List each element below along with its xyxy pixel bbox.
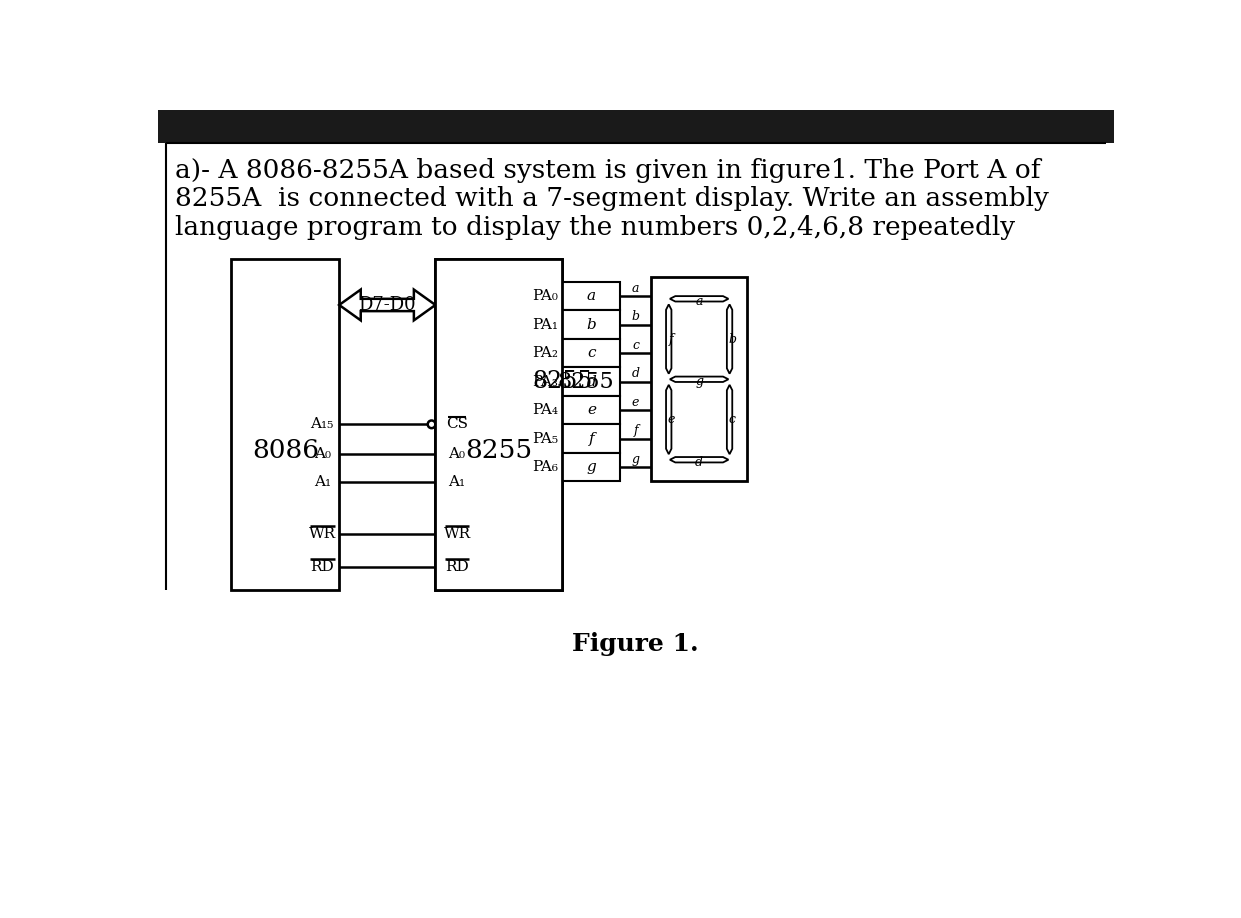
- Text: f: f: [633, 424, 638, 437]
- Text: b: b: [728, 332, 736, 345]
- Bar: [231, 259, 339, 590]
- Text: c: c: [728, 413, 736, 426]
- Text: f: f: [669, 332, 674, 345]
- Bar: [159, 110, 1113, 143]
- Text: A₁₅: A₁₅: [310, 418, 334, 431]
- Bar: [562, 310, 620, 339]
- Text: PA₃: PA₃: [532, 375, 558, 388]
- Text: Figure 1.: Figure 1.: [572, 632, 699, 655]
- Text: b: b: [632, 310, 639, 323]
- Bar: [562, 424, 620, 453]
- Text: PA₅: PA₅: [532, 431, 558, 445]
- Text: e: e: [632, 396, 639, 409]
- Text: WR: WR: [309, 527, 336, 541]
- Text: WR: WR: [443, 527, 470, 541]
- Text: 8255: 8255: [465, 438, 532, 464]
- Text: A₀: A₀: [314, 446, 331, 461]
- Text: PA₂: PA₂: [532, 346, 558, 360]
- Text: e: e: [668, 413, 675, 426]
- Bar: [562, 339, 620, 367]
- Bar: [436, 259, 562, 590]
- Text: g: g: [695, 375, 704, 388]
- Text: CS: CS: [446, 418, 468, 431]
- Text: c: c: [632, 339, 639, 352]
- Text: A₀: A₀: [448, 446, 465, 461]
- Text: 8255A  is connected with a 7-segment display. Write an assembly: 8255A is connected with a 7-segment disp…: [175, 186, 1049, 211]
- Bar: [562, 396, 620, 424]
- Text: A₁: A₁: [448, 476, 465, 489]
- Text: e: e: [587, 403, 596, 417]
- Text: RD: RD: [446, 560, 469, 574]
- Polygon shape: [670, 376, 728, 382]
- Bar: [562, 367, 620, 396]
- Bar: [652, 277, 747, 481]
- Text: PA₄: PA₄: [532, 403, 558, 417]
- Text: a: a: [632, 282, 639, 295]
- Text: a: a: [695, 295, 702, 308]
- Text: g: g: [587, 460, 596, 474]
- Text: PA₁: PA₁: [532, 318, 558, 331]
- Polygon shape: [339, 289, 436, 320]
- Text: D7-D0: D7-D0: [359, 296, 416, 314]
- Text: d: d: [587, 375, 596, 388]
- Bar: [562, 453, 620, 481]
- Text: f: f: [588, 431, 594, 445]
- Text: PA₀: PA₀: [532, 289, 558, 303]
- Text: 8086: 8086: [252, 438, 319, 464]
- Polygon shape: [666, 305, 671, 374]
- Text: A₁: A₁: [314, 476, 331, 489]
- Text: c: c: [587, 346, 596, 360]
- Polygon shape: [666, 385, 671, 454]
- Text: b: b: [587, 318, 596, 331]
- Polygon shape: [727, 385, 732, 454]
- Bar: [562, 282, 620, 310]
- Text: 8255: 8255: [557, 371, 614, 393]
- Text: a: a: [587, 289, 596, 303]
- Text: language program to display the numbers 0,2,4,6,8 repeatedly: language program to display the numbers …: [175, 215, 1015, 240]
- Polygon shape: [670, 297, 728, 301]
- Text: PA₆: PA₆: [532, 460, 558, 474]
- Bar: [436, 259, 562, 590]
- Text: RD: RD: [310, 560, 334, 574]
- Text: d: d: [632, 367, 639, 380]
- Polygon shape: [727, 305, 732, 374]
- Polygon shape: [670, 457, 728, 463]
- Text: d: d: [695, 456, 704, 469]
- Text: a)- A 8086-8255A based system is given in figure1. The Port A of: a)- A 8086-8255A based system is given i…: [175, 158, 1041, 183]
- Text: 8255: 8255: [532, 370, 593, 393]
- Text: g: g: [632, 453, 639, 465]
